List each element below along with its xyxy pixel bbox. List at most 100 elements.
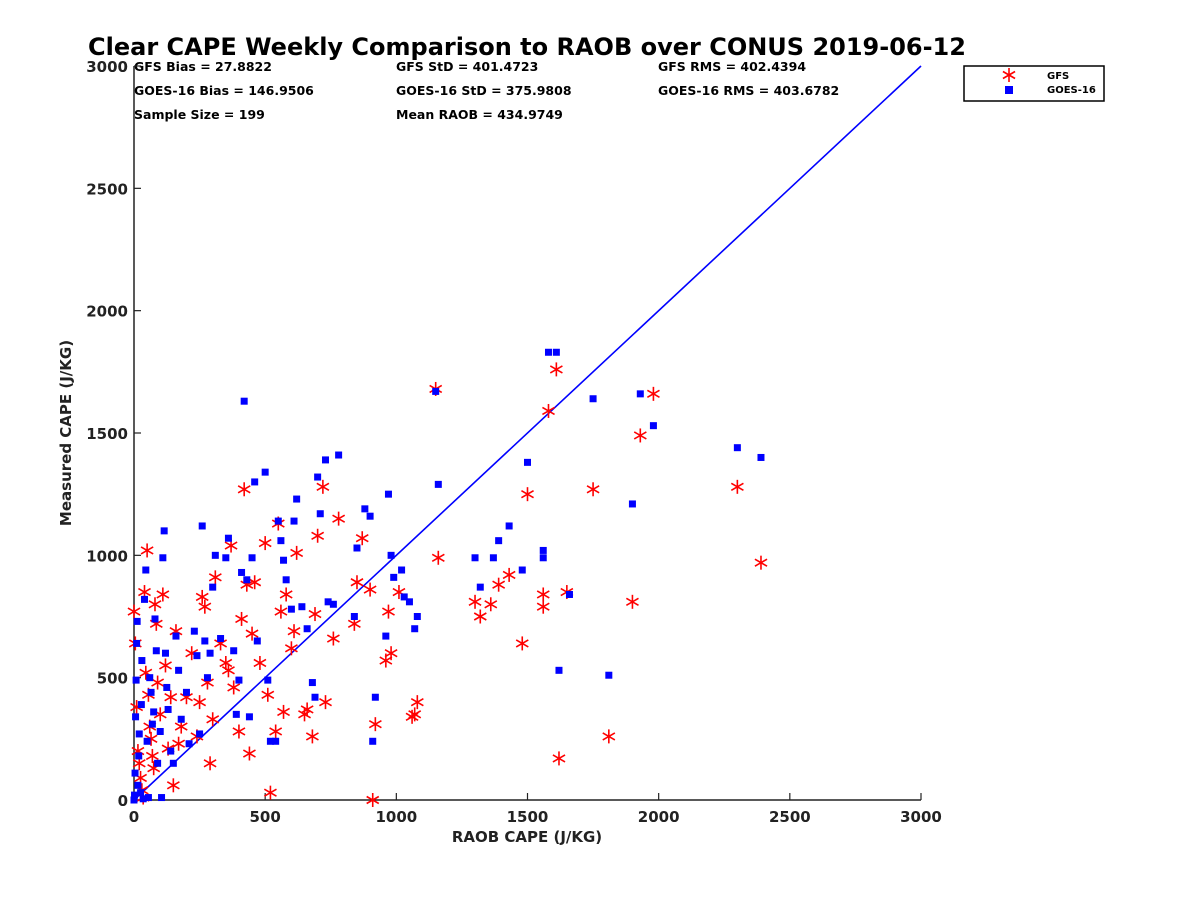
goes-16-point — [147, 688, 155, 696]
goes-16-point — [411, 625, 419, 633]
gfs-point — [203, 756, 217, 771]
y-tick-label: 2500 — [86, 180, 128, 198]
gfs-point — [261, 687, 275, 702]
goes-16-point — [209, 583, 217, 591]
x-axis-label: RAOB CAPE (J/KG) — [452, 828, 602, 846]
goes-16-point — [628, 500, 636, 508]
gfs-point — [195, 589, 209, 604]
goes-16-point — [476, 583, 484, 591]
goes-16-point — [156, 727, 164, 735]
gfs-point — [410, 695, 424, 710]
gfs-point — [405, 709, 419, 724]
goes-16-point — [132, 676, 140, 684]
goes-16-point — [324, 598, 332, 606]
gfs-point — [602, 729, 616, 744]
gfs-point — [542, 403, 555, 418]
stat-mean-raob: Mean RAOB = 434.9749 — [396, 107, 563, 122]
y-tick-label: 0 — [118, 792, 128, 810]
gfs-point — [172, 736, 186, 751]
gfs-point — [232, 724, 246, 739]
gfs-point — [382, 604, 395, 619]
gfs-point — [754, 555, 768, 570]
gfs-point — [219, 655, 233, 670]
stat-goes-rms: GOES-16 RMS = 403.6782 — [658, 83, 839, 98]
goes-16-point — [185, 740, 193, 748]
goes-16-point — [131, 791, 139, 799]
gfs-point — [536, 587, 550, 602]
gfs-point — [730, 479, 744, 494]
x-tick-label: 500 — [250, 808, 281, 826]
goes-16-point — [251, 478, 259, 486]
goes-16-point — [245, 713, 253, 721]
gfs-point — [198, 599, 212, 614]
goes-16-point — [282, 576, 290, 584]
stat-goes-std: GOES-16 StD = 375.9808 — [396, 83, 572, 98]
gfs-point — [237, 482, 251, 497]
goes-16-point — [222, 554, 230, 562]
legend-goes-16-label: GOES-16 — [1047, 85, 1096, 96]
gfs-point — [625, 594, 639, 609]
goes-16-point — [163, 683, 171, 691]
goes-16-point — [369, 737, 377, 745]
goes-16-point — [489, 554, 497, 562]
goes-16-point — [167, 747, 175, 755]
goes-16-point — [161, 649, 169, 657]
goes-16-point — [361, 505, 369, 513]
y-ticks: 0 500 1000 1500 2000 2500 3000 — [86, 58, 141, 810]
goes-16-point — [316, 510, 324, 518]
goes-16-point — [371, 693, 379, 701]
goes-16-point — [196, 730, 204, 738]
gfs-point — [248, 575, 262, 590]
gfs-point — [235, 611, 249, 626]
goes-16-point — [555, 666, 563, 674]
goes-16-point — [495, 537, 503, 545]
gfs-point — [151, 675, 165, 690]
goes-16-point — [311, 693, 319, 701]
gfs-point — [502, 567, 516, 582]
goes-16-point — [137, 789, 145, 797]
gfs-point — [206, 712, 220, 727]
goes-16-point — [322, 456, 330, 464]
goes-16-point — [158, 794, 166, 802]
gfs-point — [368, 717, 382, 732]
goes-16-point — [135, 752, 143, 760]
y-tick-label: 2000 — [86, 303, 128, 321]
gfs-point — [355, 531, 369, 546]
goes-16-point — [172, 632, 180, 640]
goes-16-point — [432, 387, 440, 395]
goes-16-point — [160, 527, 168, 535]
x-tick-label: 0 — [129, 808, 139, 826]
goes-16-point — [552, 348, 560, 356]
goes-16-point — [133, 617, 141, 625]
goes-16-point — [733, 444, 741, 452]
gfs-point — [431, 550, 445, 565]
gfs-point — [319, 695, 332, 710]
gfs-point — [298, 707, 311, 722]
goes-16-point — [193, 652, 201, 660]
goes-16-point — [240, 397, 248, 405]
legend-box — [963, 65, 1105, 102]
gfs-series — [127, 362, 768, 807]
x-tick-label: 2000 — [638, 808, 680, 826]
y-tick-label: 1500 — [86, 425, 128, 443]
legend-gfs-marker — [1002, 68, 1016, 82]
goes-16-point — [524, 458, 531, 466]
goes-16-point — [198, 522, 206, 530]
goes-16-point — [164, 705, 172, 713]
stat-gfs-rms: GFS RMS = 402.4394 — [658, 59, 806, 74]
gfs-point — [586, 482, 600, 497]
goes-16-point — [405, 598, 413, 606]
goes-16-point — [293, 495, 301, 503]
gfs-point — [308, 607, 322, 622]
gfs-point — [552, 751, 566, 766]
goes-16-point — [539, 554, 547, 562]
goes-16-point — [298, 603, 306, 611]
goes-16-point — [353, 544, 361, 552]
goes-16-point — [248, 554, 256, 562]
gfs-point — [305, 729, 319, 744]
goes-16-point — [384, 490, 392, 498]
stat-gfs-std: GFS StD = 401.4723 — [396, 59, 538, 74]
gfs-point — [536, 599, 550, 614]
gfs-point — [279, 587, 293, 602]
goes-16-point — [589, 395, 597, 403]
